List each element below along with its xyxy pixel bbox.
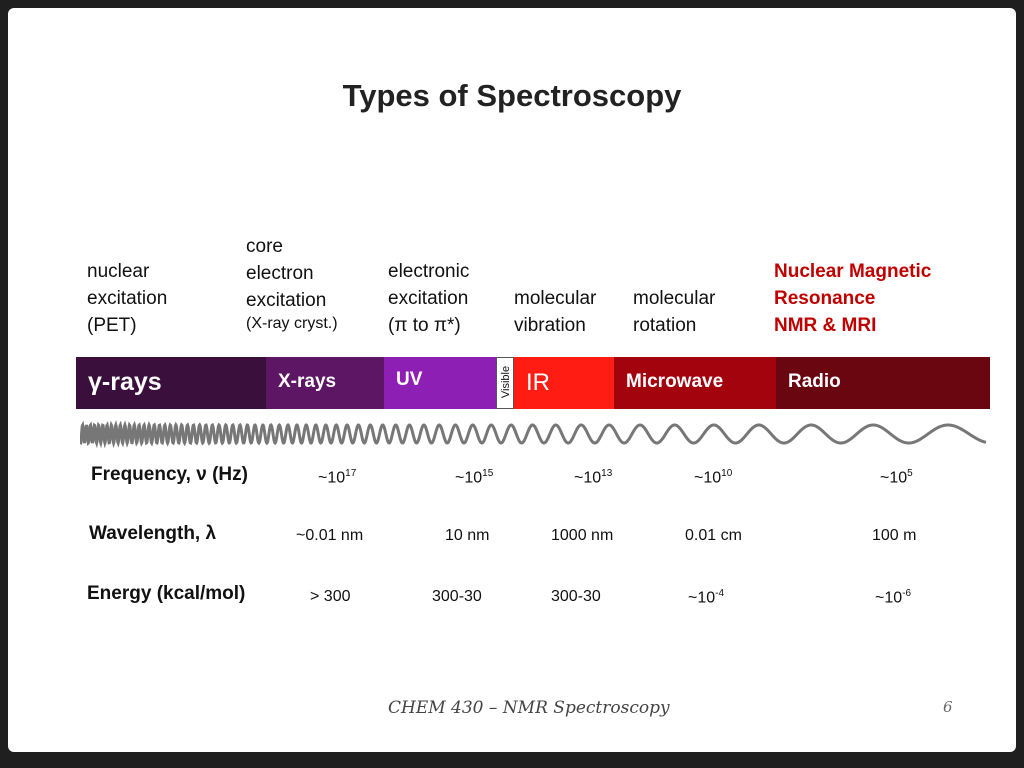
nmr-label: Nuclear Magnetic Resonance NMR & MRI (774, 258, 931, 339)
band-label: UV (396, 369, 423, 390)
band-label: γ-rays (88, 368, 162, 396)
wavelength-value: 1000 nm (551, 527, 614, 544)
energy-value: > 300 (310, 588, 351, 605)
desc-line: rotation (633, 315, 697, 336)
electronic-excitation-label: electronic excitation (π to π*) (388, 258, 469, 339)
desc-line: NMR & MRI (774, 315, 877, 336)
desc-line: electron (246, 263, 314, 284)
band-label: Visible (500, 365, 512, 399)
desc-line: excitation (246, 290, 327, 311)
desc-line: Nuclear Magnetic (774, 261, 932, 282)
frequency-value: ~1010 (694, 468, 733, 487)
desc-line: electronic (388, 261, 470, 282)
desc-line: molecular (514, 288, 597, 309)
band-microwave: Microwave (614, 357, 776, 409)
energy-value: 300-30 (432, 588, 482, 605)
band-label: Microwave (626, 371, 724, 392)
slide-title: Types of Spectroscopy (342, 78, 682, 113)
frequency-value: ~1013 (574, 468, 613, 487)
core-electron-label: core electron excitation (X-ray cryst.) (246, 233, 338, 334)
molecular-rotation-label: molecular rotation (633, 285, 715, 339)
desc-line: (π to π*) (388, 315, 461, 336)
energy-value: ~10-6 (875, 588, 912, 607)
page-number: 6 (943, 698, 953, 716)
desc-line: Resonance (774, 288, 876, 309)
energy-value: ~10-4 (688, 588, 725, 607)
energy-label: Energy (kcal/mol) (87, 583, 246, 604)
energy-value: 300-30 (551, 588, 601, 605)
band-uv: UV (384, 357, 496, 409)
wavelength-value: 10 nm (445, 527, 490, 544)
desc-line: (PET) (87, 315, 137, 336)
desc-line: vibration (514, 315, 586, 336)
wavelength-label: Wavelength, λ (89, 523, 217, 544)
frequency-label: Frequency, ν (Hz) (91, 464, 248, 485)
band-label: X-rays (278, 371, 337, 392)
footer: CHEM 430 – NMR Spectroscopy (388, 698, 670, 718)
frequency-value: ~1017 (318, 468, 357, 487)
band-label: Radio (788, 371, 841, 392)
desc-line: (X-ray cryst.) (246, 315, 338, 332)
wave-line (80, 420, 987, 449)
frequency-value: ~1015 (455, 468, 494, 487)
wave-graphic (80, 420, 987, 449)
band-radio: Radio (776, 357, 990, 409)
band-visible: Visible (496, 357, 514, 409)
molecular-vibration-label: molecular vibration (514, 285, 596, 339)
desc-line: nuclear (87, 261, 150, 282)
wavelength-value: 0.01 cm (685, 527, 742, 544)
desc-line: core (246, 236, 283, 257)
band-ir: IR (514, 357, 614, 409)
desc-line: molecular (633, 288, 716, 309)
band-label: IR (526, 369, 550, 396)
desc-line: excitation (87, 288, 168, 309)
wavelength-value: 100 m (872, 527, 917, 544)
frequency-value: ~105 (880, 468, 913, 487)
band-xray: X-rays (266, 357, 384, 409)
desc-line: excitation (388, 288, 469, 309)
nuclear-excitation-label: nuclear excitation (PET) (87, 258, 167, 339)
band-gamma: γ-rays (76, 357, 266, 409)
wavelength-value: ~0.01 nm (296, 527, 364, 544)
